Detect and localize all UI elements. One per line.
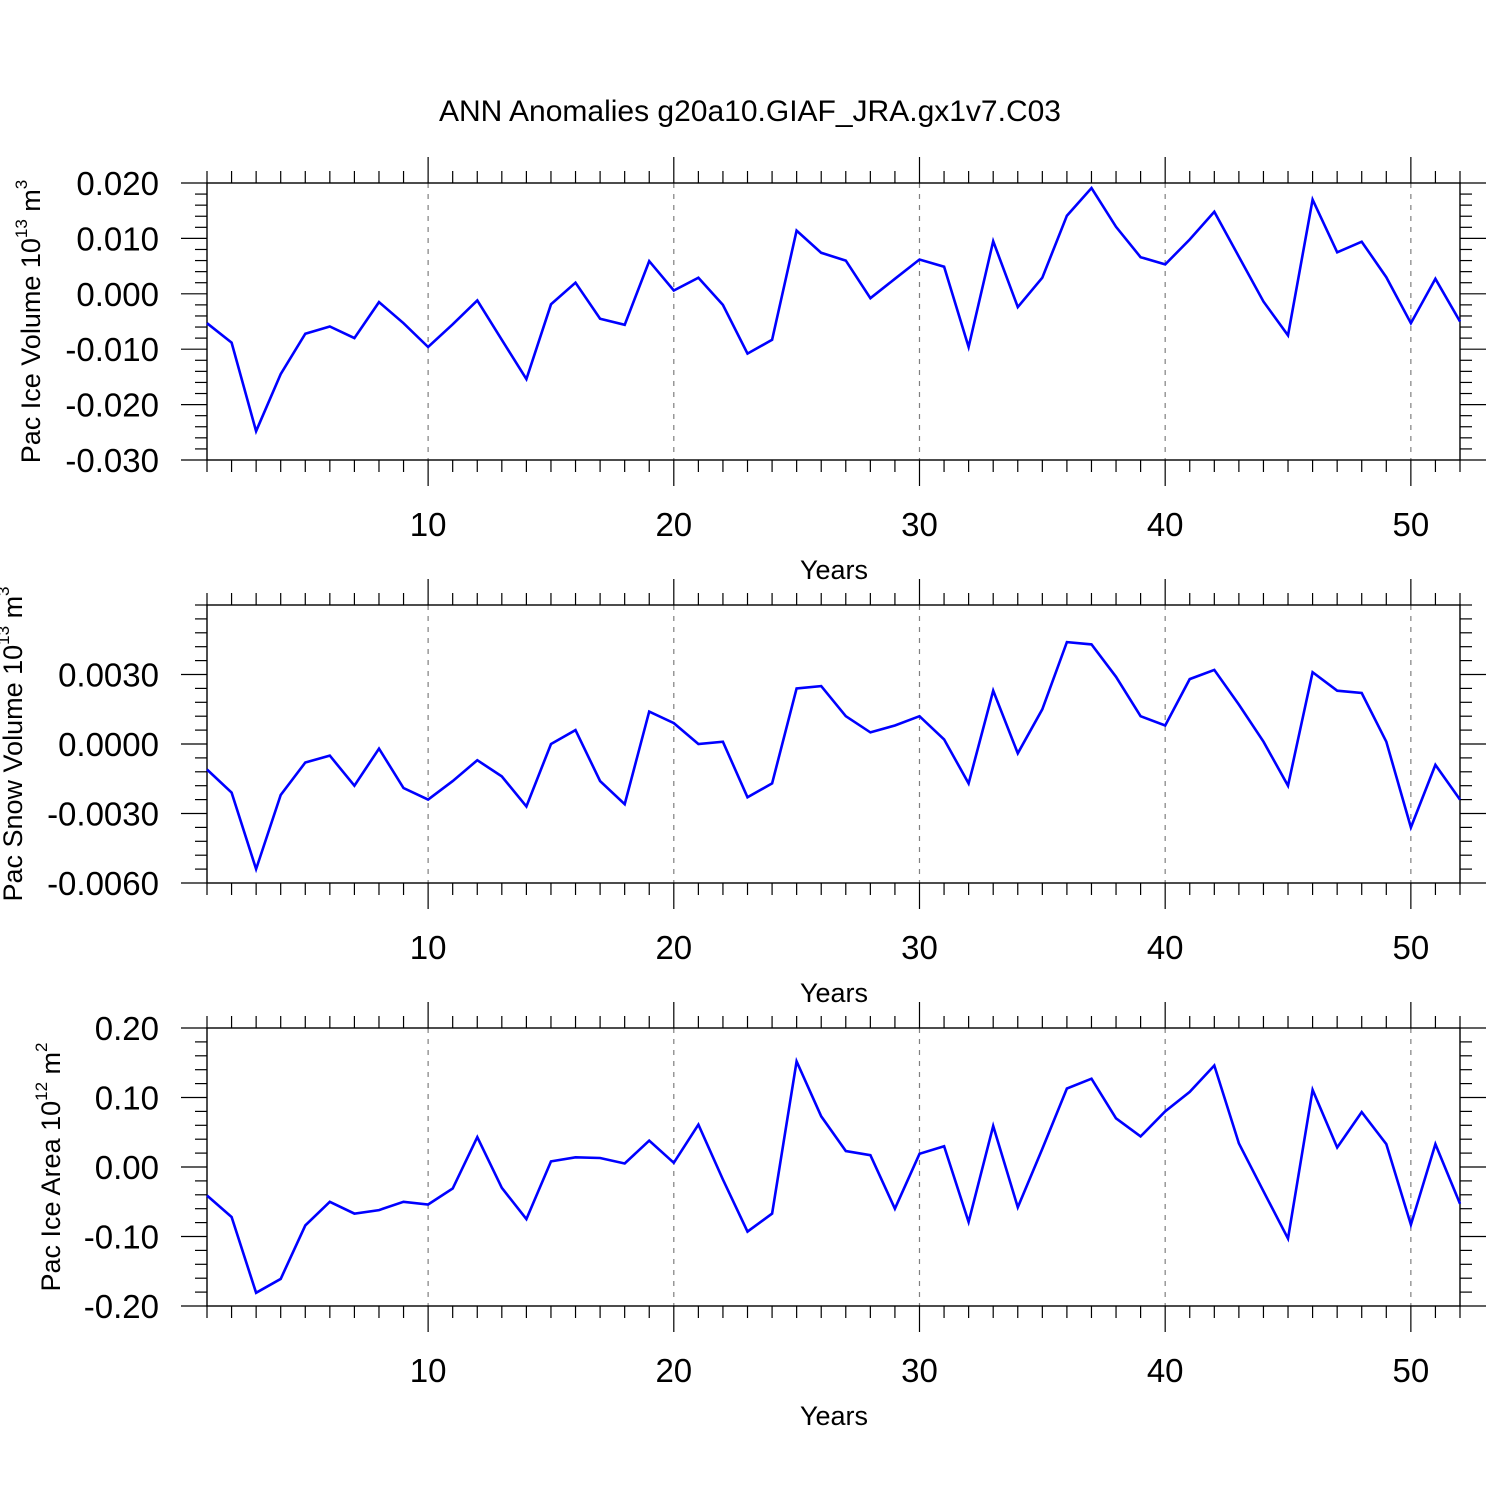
x-tick-label: 40: [1147, 506, 1184, 543]
y-axis-label-text: Pac Ice Volume 10: [16, 238, 46, 463]
x-tick-label: 40: [1147, 929, 1184, 966]
y-tick-label: -0.0030: [47, 796, 159, 833]
y-tick-label: 0.0030: [58, 657, 159, 694]
y-axis-label-unit-exponent: 3: [0, 586, 13, 595]
x-tick-label: 20: [655, 1352, 692, 1389]
x-axis-label: Years: [800, 555, 868, 585]
series-line: [206, 640, 1462, 874]
x-tick-label: 10: [410, 929, 447, 966]
y-axis-label-unit: m: [0, 596, 28, 626]
y-axis-label-unit-exponent: 2: [32, 1042, 51, 1051]
y-axis-label: Pac Ice Volume 1013 m3: [12, 180, 46, 464]
y-axis-label-unit-exponent: 3: [12, 180, 31, 189]
y-tick-label: -0.010: [65, 331, 159, 368]
x-tick-label: 20: [655, 506, 692, 543]
y-tick-label: -0.030: [65, 442, 159, 479]
y-tick-label: -0.020: [65, 387, 159, 424]
plot-frame: [206, 182, 1461, 461]
x-tick-label: 30: [901, 506, 938, 543]
y-axis-label-exponent: 13: [0, 626, 13, 645]
y-tick-label: -0.0060: [47, 865, 159, 902]
y-tick-label: -0.20: [84, 1288, 159, 1325]
x-axis-label: Years: [800, 1401, 868, 1431]
series-line: [206, 185, 1462, 436]
y-tick-label: 0.00: [95, 1149, 159, 1186]
plot-frame: [206, 1027, 1461, 1307]
y-tick-label: 0.000: [76, 276, 159, 313]
panel-1: 10 20 30 40 50 0.020 0.010 0.000 -0.010 -0.020 -0.…: [12, 157, 1486, 585]
x-tick-label: 10: [410, 506, 447, 543]
x-tick-label: 50: [1393, 1352, 1430, 1389]
plot-frame: [206, 604, 1461, 884]
x-tick-label: 50: [1393, 929, 1430, 966]
y-tick-label: 0.20: [95, 1010, 159, 1047]
y-axis-label-text: Pac Ice Area 10: [36, 1101, 66, 1292]
x-tick-label: 10: [410, 1352, 447, 1389]
y-axis-label-unit: m: [36, 1052, 66, 1082]
y-axis-label-text: Pac Snow Volume 10: [0, 645, 28, 902]
x-tick-label: 20: [655, 929, 692, 966]
panel-2: 10 20 30 40 50 0.0030 0.0000 -0.0030 -0.0060 Year…: [0, 579, 1486, 1008]
y-tick-label: 0.0000: [58, 726, 159, 763]
y-tick-label: 0.020: [76, 165, 159, 202]
series-line: [206, 1056, 1462, 1295]
y-axis-label-unit: m: [16, 189, 46, 219]
y-tick-label: 0.010: [76, 220, 159, 257]
y-tick-label: 0.10: [95, 1080, 159, 1117]
panel-3: 10 20 30 40 50 0.20 0.10 0.00 -0.10 -0.20 Years Pac…: [32, 1002, 1486, 1431]
y-axis-label-exponent: 13: [12, 219, 31, 238]
x-axis-label: Years: [800, 978, 868, 1008]
y-axis-label: Pac Snow Volume 1013 m3: [0, 586, 28, 901]
y-tick-label: -0.10: [84, 1219, 159, 1256]
y-axis-label-exponent: 12: [32, 1082, 51, 1101]
x-tick-label: 40: [1147, 1352, 1184, 1389]
x-tick-label: 50: [1393, 506, 1430, 543]
x-tick-label: 30: [901, 1352, 938, 1389]
x-tick-label: 30: [901, 929, 938, 966]
y-axis-label: Pac Ice Area 1012 m2: [32, 1042, 66, 1291]
figure-title: ANN Anomalies g20a10.GIAF_JRA.gx1v7.C03: [439, 95, 1061, 128]
